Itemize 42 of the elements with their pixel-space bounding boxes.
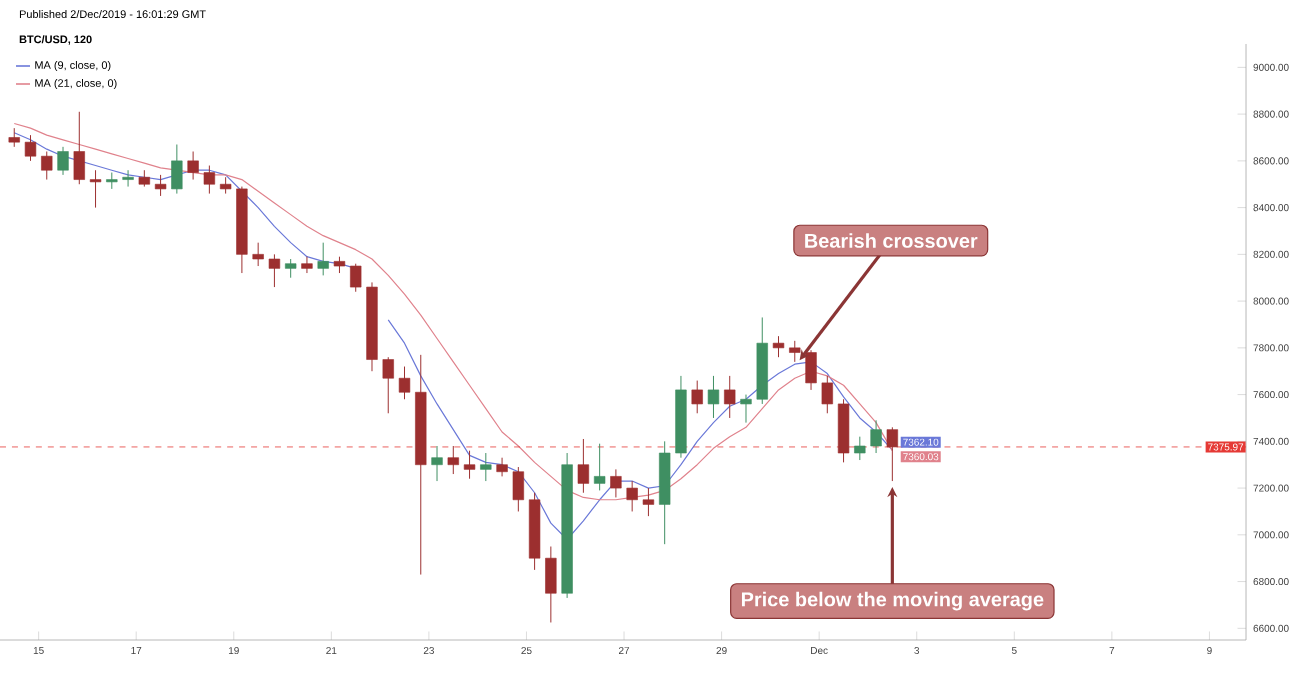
annotation: Bearish crossover — [805, 233, 978, 248]
candlestick — [886, 426, 899, 482]
candlestick — [431, 445, 443, 482]
candlestick — [89, 169, 102, 209]
candlestick — [154, 174, 167, 197]
candlestick — [610, 468, 622, 498]
candlestick — [252, 242, 264, 267]
candlestick — [285, 258, 297, 279]
annotation: Price below the moving average — [741, 591, 1044, 611]
candlestick — [73, 111, 85, 185]
candlestick — [203, 165, 216, 195]
candlestick — [724, 375, 736, 419]
candlestick — [772, 335, 785, 358]
candlestick — [317, 242, 329, 276]
candlestick — [740, 394, 752, 424]
candlestick — [691, 380, 703, 414]
candlestick — [24, 134, 37, 162]
candlestick — [57, 146, 69, 176]
candlestick — [122, 169, 134, 188]
candlestick — [854, 436, 866, 461]
candlestick — [463, 450, 476, 480]
candlestick — [480, 452, 492, 482]
candlestick — [171, 144, 183, 195]
candlestick — [821, 375, 833, 414]
candlestick — [545, 546, 557, 623]
candlestick — [398, 366, 411, 400]
candlestick — [187, 151, 199, 181]
candlestick — [496, 457, 508, 477]
candlestick — [512, 466, 524, 512]
candlestick — [626, 480, 638, 512]
candlestick — [301, 256, 313, 274]
candlestick — [870, 419, 882, 454]
candlestick — [382, 356, 394, 414]
candlestick — [350, 263, 362, 293]
candlestick — [447, 445, 459, 475]
candlestick — [707, 375, 720, 419]
candlestick — [642, 487, 655, 517]
candlestick — [577, 438, 590, 494]
candlestick — [593, 443, 606, 491]
candlestick — [41, 151, 53, 181]
candlestick — [268, 253, 281, 288]
candlestick — [8, 127, 20, 148]
